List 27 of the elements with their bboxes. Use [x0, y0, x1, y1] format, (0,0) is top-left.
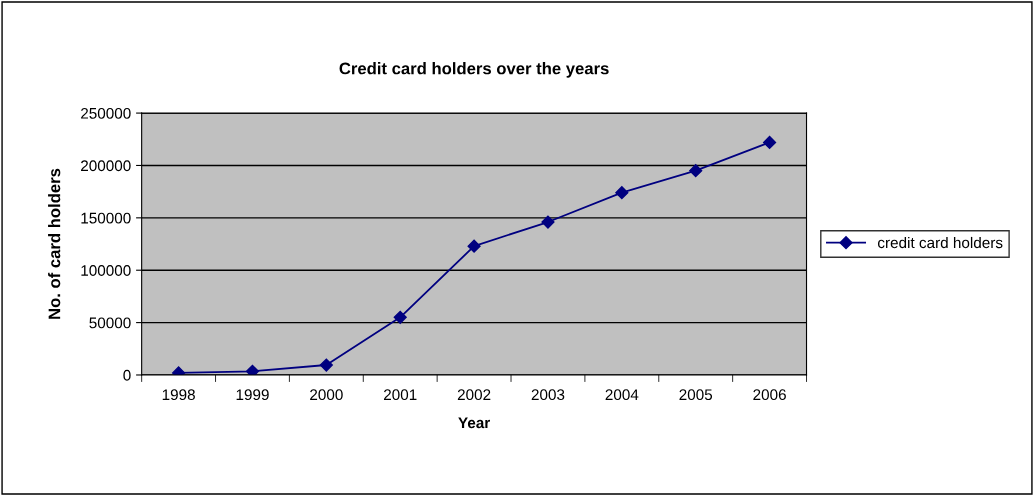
point [762, 135, 777, 150]
x-axis-title: Year [458, 417, 490, 429]
chart-title: Credit card holders over the years [339, 62, 609, 78]
y-tick-label: 100000 [81, 265, 131, 276]
y-tick-label: 250000 [81, 107, 131, 119]
point [689, 164, 703, 178]
point [467, 239, 481, 253]
x-tick-label: 2006 [753, 389, 786, 401]
x-tick-label: 1999 [236, 389, 269, 401]
x-tick-label: 1998 [162, 389, 195, 401]
point [615, 186, 629, 200]
x-tick-label: 2000 [310, 389, 343, 401]
x-tick-label: 2004 [605, 389, 639, 401]
x-tick-label: 2003 [531, 389, 565, 401]
x-tick-label: 2001 [383, 389, 417, 401]
point [319, 358, 333, 372]
y-tick-label: 200000 [81, 160, 131, 172]
point [541, 215, 555, 229]
y-tick-label: 150000 [81, 212, 131, 224]
legend-label: credit card holders [877, 236, 1003, 249]
y-tick-label: 0 [123, 369, 131, 381]
y-axis-title: No. of card holders [48, 168, 61, 319]
y-tick-label: 50000 [89, 317, 131, 329]
point [393, 310, 407, 324]
x-tick-label: 2002 [457, 389, 491, 401]
x-tick-label: 2005 [679, 389, 713, 401]
point [245, 364, 260, 375]
